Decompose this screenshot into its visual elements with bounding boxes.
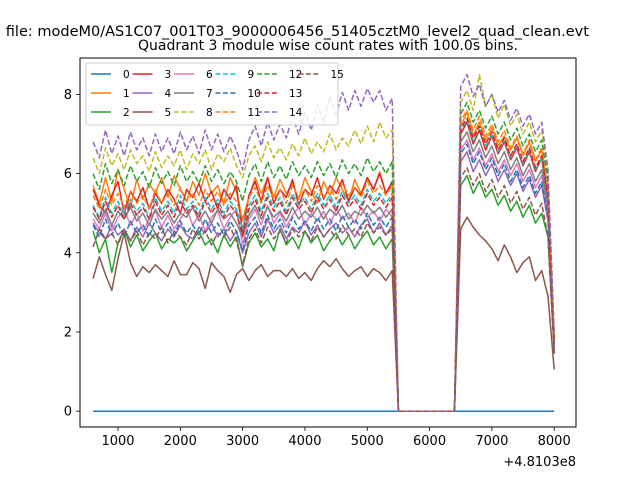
legend-label-14: 14: [289, 107, 303, 119]
x-offset-label: +4.8103e8: [503, 455, 576, 470]
legend-label-13: 13: [289, 88, 302, 100]
y-tick-label: 6: [64, 167, 72, 182]
y-tick-label: 4: [64, 246, 72, 261]
series-line-5: [92, 216, 555, 412]
y-tick-label: 2: [64, 325, 72, 340]
legend-label-6: 6: [206, 69, 213, 81]
series-line-10: [92, 143, 555, 412]
y-axis: 0 2 4 6 8: [64, 88, 80, 420]
chart-title: Quadrant 3 module wise count rates with …: [138, 38, 518, 54]
x-tick-label: 4000: [288, 434, 321, 449]
series-line-15: [92, 166, 555, 412]
x-tick-label: 5000: [351, 434, 384, 449]
x-tick-label: 2000: [164, 434, 197, 449]
legend-label-12: 12: [289, 69, 302, 81]
series-line-11: [92, 109, 555, 412]
x-tick-label: 6000: [413, 434, 446, 449]
figure-suptitle: n file: modeM0/AS1C07_001T03_9000006456_…: [0, 24, 589, 40]
x-tick-label: 8000: [538, 434, 571, 449]
legend-label-8: 8: [206, 107, 213, 119]
legend-label-11: 11: [248, 107, 261, 119]
series-line-9: [92, 119, 555, 412]
legend-label-7: 7: [206, 88, 213, 100]
series-line-1: [92, 111, 555, 412]
y-tick-label: 0: [64, 405, 72, 420]
x-tick-label: 3000: [226, 434, 259, 449]
series-line-7: [92, 131, 555, 412]
x-tick-label: 7000: [475, 434, 508, 449]
series-layer: [92, 73, 555, 412]
legend-label-2: 2: [123, 107, 130, 119]
series-line-4: [92, 151, 555, 412]
x-tick-label: 1000: [101, 434, 134, 449]
legend-label-15: 15: [331, 69, 344, 81]
legend-box: [85, 62, 339, 126]
series-line-2: [92, 174, 555, 412]
legend-label-4: 4: [165, 88, 172, 100]
plot-frame: [79, 57, 577, 428]
series-line-12: [92, 101, 555, 412]
legend-label-3: 3: [165, 69, 172, 81]
legend-label-10: 10: [248, 88, 261, 100]
legend-label-5: 5: [165, 107, 172, 119]
y-tick-label: 8: [64, 88, 72, 103]
x-axis: 1000 2000 3000 4000 5000 6000 7000 8000: [101, 427, 571, 449]
legend-label-9: 9: [248, 69, 255, 81]
legend-label-1: 1: [123, 88, 130, 100]
legend-label-0: 0: [123, 69, 130, 81]
series-line-14: [92, 73, 555, 412]
